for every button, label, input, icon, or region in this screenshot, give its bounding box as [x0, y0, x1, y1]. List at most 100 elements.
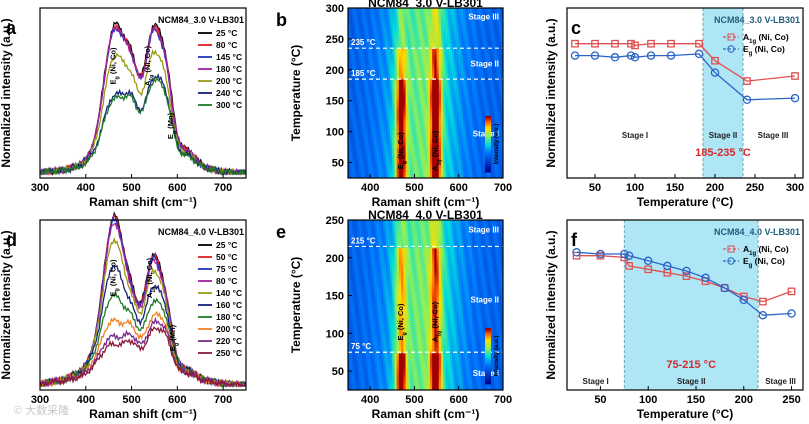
x-tick-label: 300: [786, 182, 804, 194]
colorbar-label: Intensity (a.u.): [494, 124, 500, 165]
colorbar-cell: [485, 368, 491, 371]
boundary-label: 75 °C: [351, 342, 371, 351]
peak-label: Eg (Mn): [168, 324, 180, 351]
data-point: [710, 68, 720, 77]
colorbar-cell: [485, 168, 491, 171]
colorbar-cell: [485, 128, 491, 131]
y-tick-label: 300: [326, 3, 344, 15]
colorbar-cell: [485, 136, 491, 139]
data-point: [570, 51, 580, 60]
legend-label: 220 °C: [216, 336, 242, 346]
colorbar-cell: [485, 118, 491, 121]
colorbar-cell: [485, 142, 491, 145]
legend-label: 25 °C: [216, 28, 237, 38]
stage-label: Stage II: [677, 377, 705, 386]
data-point: [620, 249, 629, 259]
x-tick-label: 600: [168, 394, 186, 406]
data-point: [572, 248, 581, 257]
colorbar-cell: [485, 342, 491, 345]
x-tick-label: 500: [405, 394, 423, 406]
heatmap-cells: [348, 220, 504, 391]
x-tick-label: 100: [626, 182, 644, 194]
x-tick-label: 150: [666, 182, 684, 194]
data-point: [610, 53, 620, 62]
colorbar-cell: [485, 154, 491, 157]
highlight-band: [703, 8, 743, 178]
colorbar-cell: [485, 148, 491, 151]
legend-label: 180 °C: [216, 64, 242, 74]
data-point: [663, 261, 672, 271]
y-tick-label: 100: [326, 328, 344, 340]
data-point: [590, 51, 600, 60]
data-point: [627, 39, 635, 48]
plot-frame: [39, 7, 247, 179]
x-tick-label: 200: [735, 394, 753, 406]
plot-frame: [39, 219, 247, 391]
colorbar-cell: [485, 160, 491, 163]
data-point: [646, 51, 656, 60]
data-point: [624, 251, 634, 260]
colorbar-cell: [485, 378, 491, 381]
data-point: [787, 309, 796, 318]
colorbar-cell: [485, 122, 491, 125]
colorbar-cell: [485, 130, 491, 133]
data-point: [791, 72, 799, 80]
colorbar-cell: [485, 140, 491, 143]
colorbar-label: Intensity (a.u.): [494, 336, 500, 377]
colorbar-cell: [485, 116, 491, 119]
colorbar-cell: [485, 126, 491, 129]
colorbar-cell: [485, 352, 491, 355]
boundary-label: 235 °C: [351, 38, 376, 47]
y-axis-title: Temperature (°C): [289, 257, 303, 354]
data-point: [682, 272, 691, 280]
y-tick-label: 50: [332, 158, 344, 170]
x-tick-label: 200: [706, 182, 724, 194]
x-tick-label: 600: [450, 394, 468, 406]
y-tick-label: 150: [326, 96, 344, 108]
data-point: [572, 251, 581, 260]
highlight-label: 185-235 °C: [695, 147, 751, 159]
plot-frame: [347, 7, 504, 179]
x-tick-label: 150: [687, 394, 705, 406]
legend-label: 80 °C: [216, 40, 237, 50]
data-point: [701, 273, 710, 283]
peak-label: A1g (Ni, Co): [145, 257, 157, 298]
stage-label: Stage III: [765, 377, 796, 386]
colorbar-cell: [485, 166, 491, 169]
x-tick-label: 600: [168, 182, 186, 194]
colorbar-cell: [485, 150, 491, 153]
panel-title: NCM84_3.0 V-LB301: [158, 15, 244, 25]
highlight-label: 75-215 °C: [666, 359, 716, 371]
legend-label: 240 °C: [216, 88, 242, 98]
colorbar-cell: [485, 366, 491, 369]
colorbar-cell: [485, 354, 491, 357]
x-axis-title: Raman shift (cm⁻¹): [372, 407, 480, 421]
heatmap-cells: [348, 8, 504, 179]
x-axis-title: Raman shift (cm⁻¹): [89, 195, 197, 209]
colorbar-cell: [485, 370, 491, 373]
data-point: [631, 41, 639, 50]
data-point: [694, 49, 704, 59]
colorbar-cell: [485, 156, 491, 159]
data-point: [626, 51, 636, 60]
colorbar-cell: [485, 358, 491, 361]
data-point: [643, 256, 653, 266]
legend-label: 200 °C: [216, 324, 242, 334]
stage-label: Stage I: [583, 377, 609, 386]
plot-frame: [347, 219, 504, 391]
data-point: [591, 39, 599, 48]
colorbar-cell: [485, 380, 491, 383]
stage-label: Stage III: [758, 131, 789, 140]
y-axis-title: Normalized intensity (a.u.): [544, 18, 558, 167]
colorbar-cell: [485, 356, 491, 359]
legend-marker: [727, 245, 735, 253]
colorbar-cell: [485, 158, 491, 161]
x-axis-title: Raman shift (cm⁻¹): [372, 195, 480, 209]
panel-label: e: [276, 222, 286, 242]
colorbar-cell: [485, 134, 491, 137]
colorbar-cell: [485, 124, 491, 127]
y-tick-label: 100: [326, 127, 344, 139]
data-point: [630, 53, 640, 62]
peak-label: A1g (Ni, Co): [143, 45, 155, 86]
x-tick-label: 700: [214, 182, 232, 194]
